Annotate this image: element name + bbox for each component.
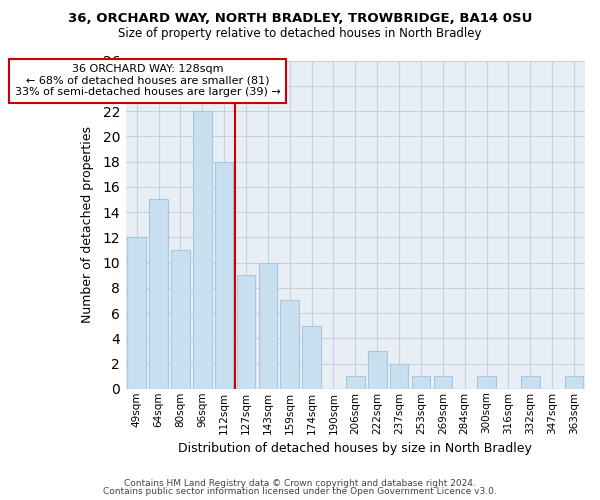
Bar <box>434 376 452 389</box>
Bar <box>237 275 256 389</box>
Bar <box>171 250 190 389</box>
Bar <box>149 200 168 389</box>
Text: Size of property relative to detached houses in North Bradley: Size of property relative to detached ho… <box>118 28 482 40</box>
Bar <box>302 326 321 389</box>
Bar <box>346 376 365 389</box>
Bar <box>477 376 496 389</box>
Bar <box>259 262 277 389</box>
Bar <box>127 238 146 389</box>
Text: 36, ORCHARD WAY, NORTH BRADLEY, TROWBRIDGE, BA14 0SU: 36, ORCHARD WAY, NORTH BRADLEY, TROWBRID… <box>68 12 532 26</box>
Text: 36 ORCHARD WAY: 128sqm
← 68% of detached houses are smaller (81)
33% of semi-det: 36 ORCHARD WAY: 128sqm ← 68% of detached… <box>15 64 280 98</box>
X-axis label: Distribution of detached houses by size in North Bradley: Distribution of detached houses by size … <box>178 442 532 455</box>
Bar <box>368 351 386 389</box>
Text: Contains public sector information licensed under the Open Government Licence v3: Contains public sector information licen… <box>103 487 497 496</box>
Bar <box>215 162 233 389</box>
Bar <box>390 364 409 389</box>
Bar <box>565 376 583 389</box>
Bar <box>280 300 299 389</box>
Bar <box>412 376 430 389</box>
Bar <box>193 111 212 389</box>
Bar <box>521 376 539 389</box>
Y-axis label: Number of detached properties: Number of detached properties <box>81 126 94 323</box>
Text: Contains HM Land Registry data © Crown copyright and database right 2024.: Contains HM Land Registry data © Crown c… <box>124 478 476 488</box>
